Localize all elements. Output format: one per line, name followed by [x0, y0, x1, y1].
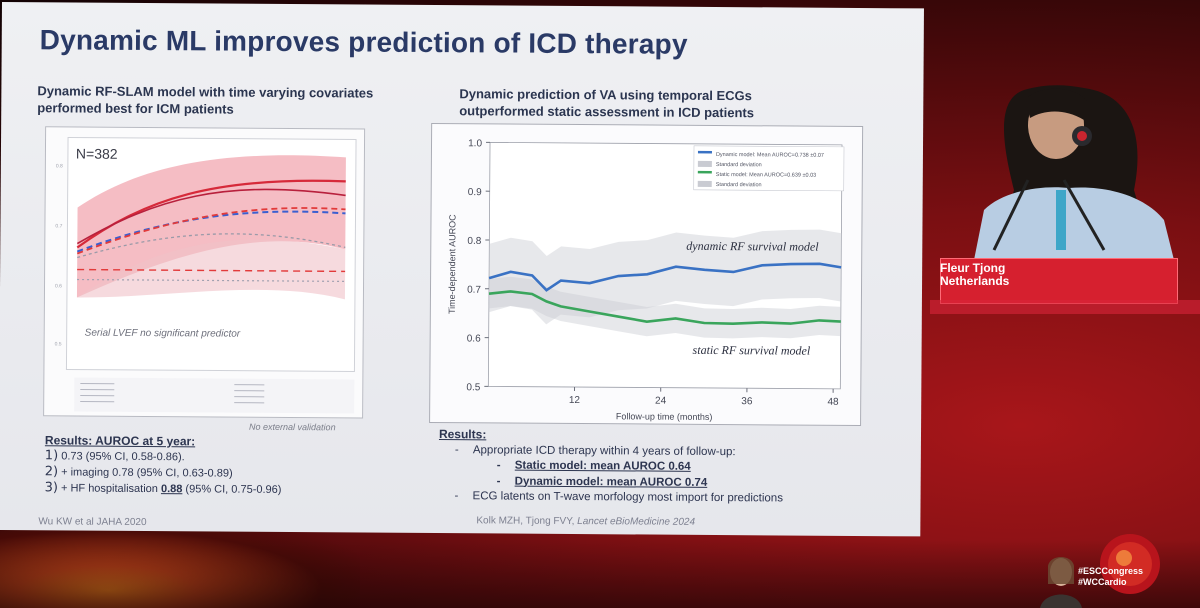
congress-hashtags: #ESCCongress #WCCardio: [1078, 566, 1143, 588]
right-chart: 0.5 0.6 0.7 0.8 0.9 1.0 12 24 36 48 Follow-up time…: [429, 122, 864, 427]
left-results: Results: AUROC at 5 year: 1) 0.73 (95% C…: [45, 432, 282, 498]
legend-swatch: [697, 150, 712, 154]
left-chart-svg: 0.8 0.7 0.6 0.5: [55, 136, 357, 414]
annotation-dynamic: dynamic RF survival model: [686, 239, 819, 254]
x-tick-label: 24: [655, 396, 667, 407]
right-chart-plot: 0.5 0.6 0.7 0.8 0.9 1.0 12 24 36 48 Follow-up time…: [447, 138, 845, 422]
hashtag-wccardio: #WCCardio: [1078, 577, 1127, 587]
x-tick-label: 12: [569, 395, 581, 406]
legend-swatch: [697, 170, 712, 174]
svg-text:0.5: 0.5: [55, 341, 62, 347]
y-tick-label: 0.7: [467, 285, 481, 296]
y-tick-label: 0.5: [466, 382, 480, 393]
svg-text:0.6: 0.6: [55, 283, 62, 289]
x-axis-label: Follow-up time (months): [616, 411, 713, 422]
left-result-2: 2) + imaging 0.78 (95% CI, 0.63-0.89): [45, 464, 282, 482]
right-chart-svg: 0.5 0.6 0.7 0.8 0.9 1.0 12 24 36 48 Follow-up time…: [447, 138, 845, 422]
right-reference-journal: Lancet eBioMedicine 2024: [577, 516, 696, 528]
svg-text:0.7: 0.7: [55, 223, 62, 229]
left-result-3-num: 3): [44, 480, 59, 496]
projected-slide: Dynamic ML improves prediction of ICD th…: [0, 2, 924, 537]
left-result-3: 3) + HF hospitalisation 0.88 (95% CI, 0.…: [45, 480, 282, 498]
congress-logo-graphic: [1100, 534, 1160, 594]
legend-entry: Standard deviation: [716, 162, 762, 168]
left-subtitle-line2: performed best for ICM patients: [37, 100, 234, 117]
audience-person-figure: [1040, 557, 1082, 608]
speaker-name: Fleur Tjong: [940, 261, 1006, 275]
left-chart-n-label: N=382: [75, 145, 118, 162]
right-subtitle-line2: outperformed static assessment in ICD pa…: [459, 103, 755, 121]
congress-logo: [1080, 530, 1180, 606]
hashtag-esc: #ESCCongress: [1078, 566, 1144, 576]
left-result-2-text: + imaging 0.78 (95% CI, 0.63-0.89): [61, 466, 233, 480]
legend-box: [693, 145, 845, 192]
left-result-1-num: 1): [44, 448, 59, 464]
left-result-3-pre: + HF hospitalisation: [60, 482, 162, 496]
speaker-caption: Fleur Tjong Netherlands: [940, 262, 1009, 288]
svg-text:0.8: 0.8: [56, 163, 63, 169]
left-results-head: Results: AUROC at 5 year:: [44, 433, 196, 449]
y-tick-label: 0.6: [467, 333, 481, 344]
left-result-3-bold: 0.88: [160, 483, 183, 496]
left-result-2-num: 2): [44, 464, 59, 480]
series-line-dynamic: [488, 262, 842, 292]
right-sub-2-text: Dynamic model: mean AUROC 0.74: [514, 475, 708, 489]
legend-entry: Static model: Mean AUROC=0.639 ±0.03: [716, 172, 816, 179]
left-result-1-text: 0.73 (95% CI, 0.58-0.86).: [61, 450, 185, 464]
right-reference-authors: Kolk MZH, Tjong FVY,: [476, 515, 578, 528]
stage-floor: [0, 540, 1200, 608]
series-line-static: [488, 290, 841, 325]
right-subtitle: Dynamic prediction of VA using temporal …: [459, 85, 839, 122]
x-tick-label: 48: [827, 397, 839, 408]
right-bullet-1-text: Appropriate ICD therapy within 4 years o…: [472, 443, 736, 458]
y-axis-label: Time-dependent AUROC: [447, 214, 458, 314]
legend-swatch: [697, 160, 712, 167]
speaker-figure: [974, 85, 1174, 260]
right-sub-1-text: Static model: mean AUROC 0.64: [514, 459, 691, 473]
left-chart: 0.8 0.7 0.6 0.5 N=382 Serial LVEF no signi…: [43, 126, 366, 419]
left-subtitle: Dynamic RF-SLAM model with time varying …: [37, 82, 417, 119]
x-tick-label: 36: [741, 396, 753, 407]
legend-swatch: [697, 180, 712, 187]
left-result-1: 1) 0.73 (95% CI, 0.58-0.86).: [45, 448, 282, 466]
right-reference: Kolk MZH, Tjong FVY, Lancet eBioMedicine…: [476, 515, 695, 528]
speaker-country: Netherlands: [940, 274, 1010, 288]
legend-entry: Standard deviation: [716, 182, 762, 188]
right-bullet-2: - ECG latents on T-wave morfology most im…: [454, 490, 784, 505]
y-tick-label: 1.0: [468, 138, 482, 149]
sd-band-dynamic: [488, 229, 842, 325]
left-chart-annotation: Serial LVEF no significant predictor: [84, 327, 241, 340]
right-bullet-1: - Appropriate ICD therapy within 4 years …: [454, 443, 736, 458]
y-tick-label: 0.8: [467, 236, 481, 247]
right-bullet-2-text: ECG latents on T-wave morfology most imp…: [472, 490, 784, 505]
audience-person: [1036, 554, 1086, 608]
right-results: Results: - Appropriate ICD therapy within…: [439, 427, 784, 507]
no-external-validation: No external validation: [249, 421, 336, 433]
left-reference: Wu KW et al JAHA 2020: [38, 516, 147, 529]
y-tick-label: 0.9: [468, 187, 482, 198]
legend-entry: Dynamic model: Mean AUROC=0.738 ±0.07: [716, 152, 824, 159]
annotation-static: static RF survival model: [693, 343, 811, 358]
slide-title: Dynamic ML improves prediction of ICD th…: [39, 24, 688, 60]
screen-bottom-bar: [930, 300, 1200, 314]
left-result-3-post: (95% CI, 0.75-0.96): [182, 483, 282, 496]
speaker-video: [964, 80, 1174, 260]
